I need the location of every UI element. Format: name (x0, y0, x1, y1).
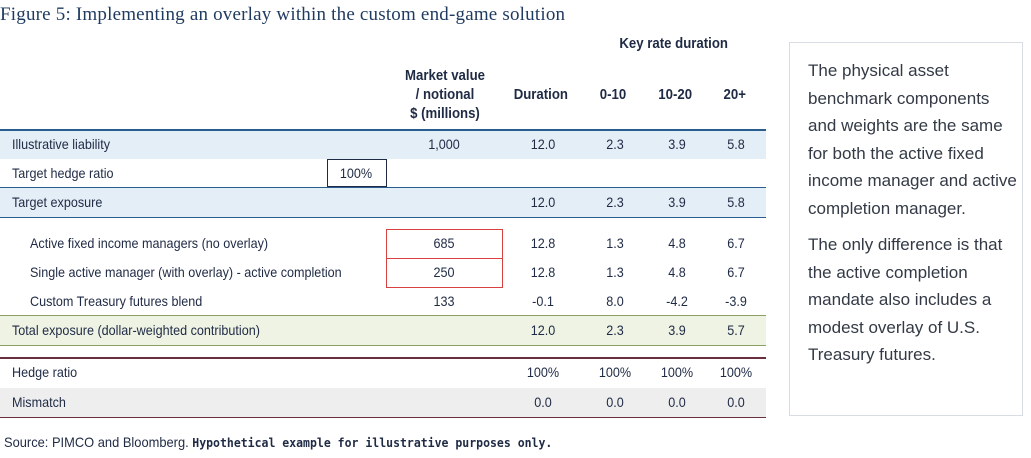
market-value-header-line2: / notional (415, 86, 475, 103)
row2-krd-0-10: 2.3 (606, 194, 624, 210)
row3-krd-20plus: 6.7 (727, 235, 745, 251)
row0-krd-10-20: 3.9 (668, 136, 686, 152)
total-exposure-row-band (0, 316, 766, 345)
market-value-header: Market value / notional $ (millions) (402, 66, 488, 123)
row-label-target-exposure: Target exposure (12, 194, 103, 210)
row3-krd-10-20: 4.8 (668, 235, 686, 251)
table-bottom-rule (0, 417, 766, 418)
row6-krd-0-10: 2.3 (606, 322, 624, 338)
row2-duration: 12.0 (530, 194, 556, 210)
row5-krd-0-10: 8.0 (606, 293, 624, 309)
row-label-illustrative-liability: Illustrative liability (12, 136, 111, 152)
row-label-total-exposure: Total exposure (dollar-weighted contribu… (12, 322, 260, 338)
row2-krd-10-20: 3.9 (668, 194, 686, 210)
row-label-custom-treasury-futures: Custom Treasury futures blend (30, 293, 203, 309)
row7-krd-10-20: 100% (660, 364, 694, 380)
market-value-header-line3: $ (millions) (410, 105, 480, 122)
row-label-target-hedge-ratio: Target hedge ratio (12, 165, 114, 181)
row4-krd-0-10: 1.3 (606, 264, 624, 280)
total-exposure-bottom-rule (0, 345, 766, 346)
source-note: Source: PIMCO and Bloomberg. Hypothetica… (4, 434, 552, 450)
sidebar-paragraph-1: The physical asset benchmark components … (808, 61, 1017, 218)
krd-0-10-header: 0-10 (599, 86, 627, 103)
row0-duration: 12.0 (530, 136, 556, 152)
row4-krd-20plus: 6.7 (727, 264, 745, 280)
target-hedge-ratio-value: 100% (339, 165, 373, 181)
liability-row-band (0, 130, 766, 159)
target-hedge-ratio-box (327, 159, 387, 187)
row7-krd-20plus: 100% (719, 364, 753, 380)
mismatch-row-band (0, 388, 766, 417)
krd-10-20-header: 10-20 (658, 86, 693, 103)
row5-krd-20plus: -3.9 (725, 293, 747, 309)
header-rule (0, 129, 766, 131)
highlight-box-250 (386, 258, 503, 288)
market-value-header-line1: Market value (405, 67, 485, 84)
row-label-single-active-manager: Single active manager (with overlay) - a… (30, 264, 342, 280)
row5-market-value: 133 (433, 293, 455, 309)
sidebar-note: The physical asset benchmark components … (789, 42, 1023, 416)
row0-krd-0-10: 2.3 (606, 136, 624, 152)
total-exposure-top-rule (0, 315, 766, 316)
row8-krd-0-10: 0.0 (606, 394, 624, 410)
target-exposure-row-band (0, 188, 766, 217)
row7-krd-0-10: 100% (598, 364, 632, 380)
row6-krd-10-20: 3.9 (668, 322, 686, 338)
row7-duration: 100% (526, 364, 560, 380)
row3-duration: 12.8 (530, 235, 556, 251)
key-rate-duration-header: Key rate duration (619, 35, 728, 52)
row3-krd-0-10: 1.3 (606, 235, 624, 251)
row-label-active-fixed-income: Active fixed income managers (no overlay… (30, 235, 269, 251)
row6-duration: 12.0 (530, 322, 556, 338)
source-disclaimer: Hypothetical example for illustrative pu… (192, 435, 553, 450)
row8-krd-20plus: 0.0 (727, 394, 745, 410)
target-exposure-top-rule (0, 187, 766, 188)
row0-market-value: 1,000 (428, 136, 460, 152)
row5-duration: -0.1 (532, 293, 554, 309)
hedge-section-rule (0, 357, 766, 359)
target-exposure-bottom-rule (0, 217, 766, 218)
row4-market-value: 250 (433, 264, 455, 280)
row-label-hedge-ratio: Hedge ratio (12, 364, 78, 380)
duration-header: Duration (513, 86, 568, 103)
row8-duration: 0.0 (534, 394, 552, 410)
figure-title: Figure 5: Implementing an overlay within… (0, 4, 566, 25)
row0-krd-20plus: 5.8 (727, 136, 745, 152)
row5-krd-10-20: -4.2 (666, 293, 688, 309)
row-label-mismatch: Mismatch (12, 394, 66, 410)
row4-krd-10-20: 4.8 (668, 264, 686, 280)
krd-20plus-header: 20+ (723, 86, 746, 103)
source-text: Source: PIMCO and Bloomberg. (4, 434, 193, 450)
row3-market-value: 685 (433, 235, 455, 251)
row8-krd-10-20: 0.0 (668, 394, 686, 410)
row6-krd-20plus: 5.7 (727, 322, 745, 338)
row2-krd-20plus: 5.8 (727, 194, 745, 210)
sidebar-paragraph-2: The only difference is that the active c… (808, 235, 1003, 364)
row4-duration: 12.8 (530, 264, 556, 280)
